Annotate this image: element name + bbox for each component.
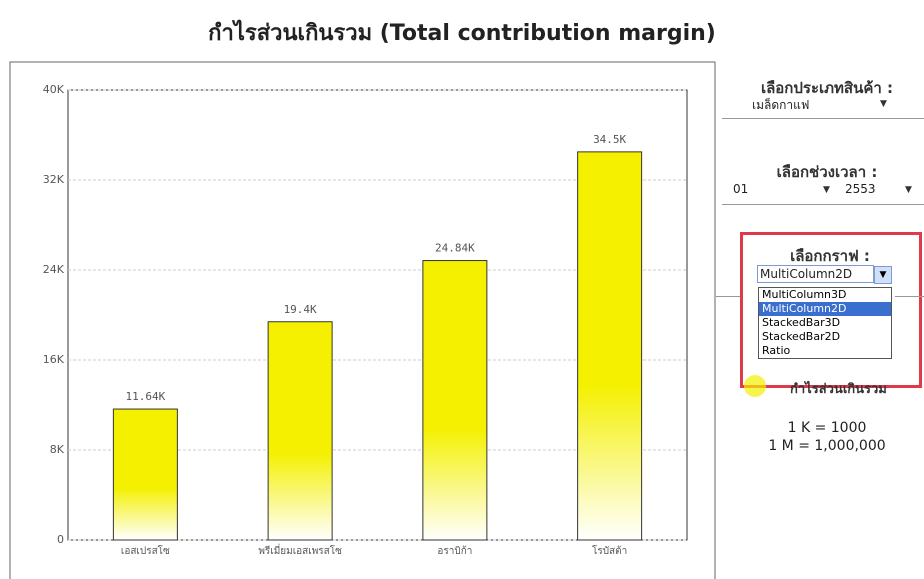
unit-note: 1 K = 1000 <box>787 420 867 436</box>
year-select[interactable]: 2553 <box>845 182 876 196</box>
y-tick-label: 0 <box>57 533 64 546</box>
dropdown-option[interactable]: StackedBar2D <box>762 330 841 343</box>
highlight-box <box>740 232 922 388</box>
chart-title: กำไรส่วนเกินรวม (Total contribution marg… <box>208 19 716 46</box>
y-tick-label: 32K <box>43 173 65 186</box>
divider <box>895 296 924 297</box>
data-label: 11.64K <box>126 390 166 403</box>
dropdown-button[interactable]: ▼ <box>874 266 892 284</box>
dropdown-arrow: ▼ <box>880 99 887 109</box>
unit-note: 1 M = 1,000,000 <box>768 438 886 454</box>
product-label: เลือกประเภทสินค้า : <box>760 79 894 97</box>
legend-marker <box>744 375 766 397</box>
data-label: 34.5K <box>593 133 626 146</box>
y-tick-label: 24K <box>43 263 65 276</box>
x-tick-label: เอสเปรสโซ <box>121 544 170 557</box>
data-label: 24.84K <box>435 242 475 255</box>
plot-area <box>67 89 688 541</box>
graph-label: เลือกกราฟ : <box>790 247 870 265</box>
period-label: เลือกช่วงเวลา : <box>776 163 878 181</box>
graph-select[interactable]: MultiColumn2D <box>757 265 874 283</box>
y-tick-label: 8K <box>50 443 65 456</box>
dropdown-arrow: ▼ <box>823 185 830 195</box>
data-label: 19.4K <box>284 303 317 316</box>
bar <box>422 260 488 541</box>
dropdown-arrow: ▼ <box>905 185 912 195</box>
chart-frame <box>9 61 716 579</box>
y-tick-label: 40K <box>43 83 65 96</box>
divider <box>716 296 740 297</box>
bar <box>577 151 643 541</box>
dropdown-option[interactable]: MultiColumn3D <box>762 288 847 301</box>
x-tick-label: อราบิก้า <box>437 545 472 557</box>
legend-label: กำไรส่วนเกินรวม <box>790 382 887 397</box>
divider <box>722 118 924 119</box>
dropdown-option[interactable]: MultiColumn2D <box>759 302 891 316</box>
bar <box>112 408 178 541</box>
dropdown-option[interactable]: Ratio <box>762 344 791 357</box>
bar <box>267 321 333 541</box>
product-select[interactable]: เมล็ดกาแฟ <box>752 98 810 112</box>
dropdown-list: MultiColumn3D MultiColumn2D StackedBar3D St… <box>758 287 892 359</box>
dropdown-option[interactable]: StackedBar3D <box>762 316 841 329</box>
divider <box>722 204 924 205</box>
x-tick-label: พรีเมี่ยมเอสเพรสโซ <box>258 543 342 557</box>
y-tick-label: 16K <box>43 353 65 366</box>
month-select[interactable]: 01 <box>733 182 749 196</box>
x-tick-label: โรบัสต้า <box>592 544 627 557</box>
